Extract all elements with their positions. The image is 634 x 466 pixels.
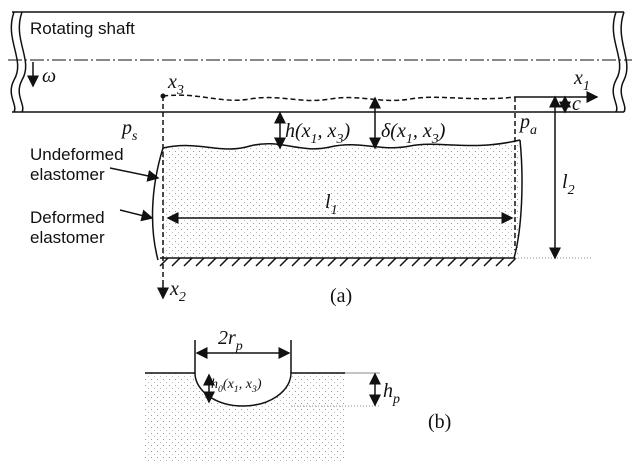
label-part: (a): [330, 285, 352, 307]
label-part: p: [120, 117, 132, 139]
label-part: h: [383, 380, 393, 402]
label-part: c: [572, 93, 581, 115]
label-part: ω: [42, 65, 56, 87]
x1-label: x1: [573, 67, 590, 94]
h-label: h(x1, x3): [285, 120, 350, 147]
x2-label: x2: [169, 278, 186, 305]
2rp-label: 2rp: [218, 327, 243, 354]
l2-label: l2: [562, 171, 575, 198]
label-part: s: [132, 129, 138, 144]
label-part: elastomer: [30, 165, 105, 184]
label-part: 2r: [218, 327, 236, 349]
label-part: p: [518, 111, 530, 133]
label-part: , x: [318, 120, 337, 142]
c-label: c: [572, 93, 581, 115]
label-part: Rotating shaft: [30, 19, 135, 38]
label-part: h(x: [285, 120, 311, 142]
x3-label: x3: [167, 71, 184, 98]
label-part: elastomer: [30, 228, 105, 247]
label-part: , x: [239, 377, 253, 392]
label-part: (b): [428, 411, 451, 433]
h0-label: h0(x1, x3): [211, 377, 262, 395]
label-part: 1: [583, 79, 590, 94]
label-part: ): [438, 120, 446, 142]
label-part: p: [392, 392, 400, 407]
label-part: 1: [406, 132, 413, 147]
delta-label: δ(x1, x3): [381, 120, 446, 147]
pa-label: pa: [518, 111, 537, 138]
label-part: x: [573, 67, 583, 89]
label-part: Undeformed: [30, 145, 124, 164]
caption-a: (a): [330, 285, 352, 307]
label-part: p: [235, 339, 243, 354]
ps-label: ps: [120, 117, 138, 144]
label-part: 3: [431, 132, 439, 147]
label-part: 1: [331, 203, 338, 218]
label-part: 1: [311, 132, 318, 147]
label-part: x: [169, 278, 179, 300]
omega-label: ω: [42, 65, 56, 87]
groove: [145, 340, 380, 462]
label-part: 2: [179, 290, 186, 305]
label-part: 3: [176, 83, 184, 98]
label-part: ): [256, 377, 262, 392]
shaft-label: Rotating shaft: [30, 19, 135, 38]
label-part: Deformed: [30, 208, 105, 227]
label-part: 2: [568, 183, 575, 198]
caption-b: (b): [428, 411, 451, 433]
label-part: 3: [335, 132, 343, 147]
label-part: a: [530, 123, 537, 138]
hp-label: hp: [383, 380, 400, 407]
label-part: ): [342, 120, 350, 142]
label-part: h: [211, 377, 218, 392]
label-part: x: [167, 71, 177, 93]
diagram: Rotating shaft ω x3 x1 c ps pa h(x1, x3)…: [0, 0, 634, 466]
label-part: , x: [413, 120, 432, 142]
label-part: δ(x: [381, 120, 406, 142]
